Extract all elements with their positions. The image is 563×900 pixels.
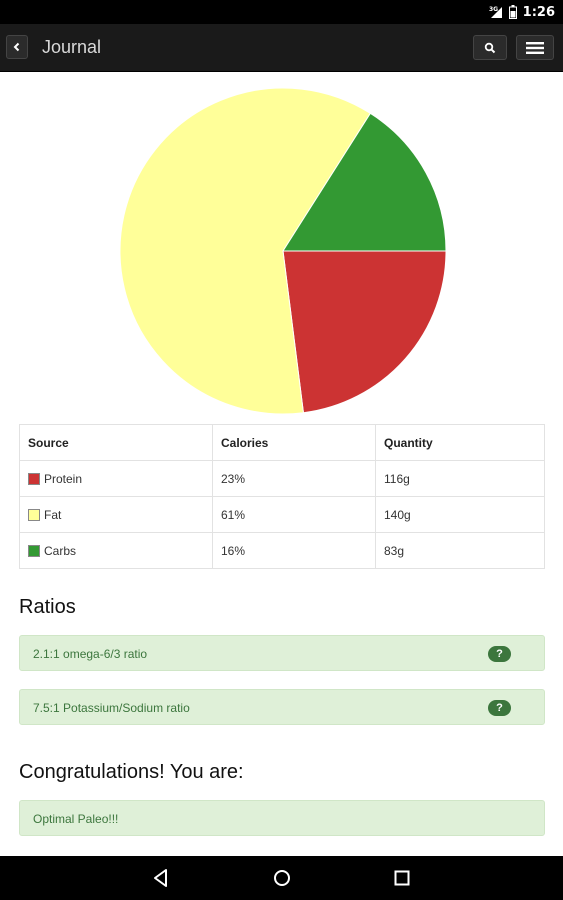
source-cell: Carbs	[19, 532, 213, 569]
search-button[interactable]	[473, 35, 507, 60]
congrats-heading: Congratulations! You are:	[19, 761, 244, 783]
back-button[interactable]	[6, 35, 28, 59]
macro-pie-chart	[119, 87, 447, 415]
status-bar: 3G 1:26	[0, 0, 563, 24]
header-quantity: Quantity	[375, 424, 545, 461]
result-text: Optimal Paleo!!!	[33, 812, 119, 826]
signal-icon: 3G	[489, 5, 503, 19]
ratio-item: 7.5:1 Potassium/Sodium ratio ?	[19, 689, 545, 725]
source-label: Protein	[44, 471, 83, 486]
ratio-text: 7.5:1 Potassium/Sodium ratio	[33, 701, 190, 715]
pie-slice-carbs	[282, 112, 447, 252]
network-type-text: 3G	[489, 6, 498, 13]
quantity-cell: 83g	[375, 532, 545, 569]
page-title: Journal	[42, 37, 102, 57]
header-source: Source	[19, 424, 213, 461]
color-swatch	[28, 544, 40, 557]
hamburger-menu-icon	[526, 41, 544, 54]
table-header-row: Source Calories Quantity	[19, 424, 545, 461]
quantity-cell: 116g	[375, 460, 545, 497]
app-bar: Journal	[0, 24, 563, 72]
menu-button[interactable]	[516, 35, 554, 60]
recents-square-icon[interactable]	[391, 867, 413, 889]
source-label: Fat	[44, 507, 62, 522]
color-swatch	[28, 508, 40, 521]
quantity-cell: 140g	[375, 496, 545, 533]
chevron-left-icon	[13, 42, 20, 52]
macro-table: Source Calories Quantity Protein 23% 116…	[19, 424, 545, 569]
pie-slice-fat	[119, 87, 372, 415]
calories-cell: 61%	[212, 496, 376, 533]
ratio-text: 2.1:1 omega-6/3 ratio	[33, 647, 148, 661]
calories-cell: 16%	[212, 532, 376, 569]
calories-cell: 23%	[212, 460, 376, 497]
ratios-heading: Ratios	[19, 596, 76, 618]
color-swatch	[28, 472, 40, 485]
help-badge-button[interactable]: ?	[488, 646, 511, 662]
pie-slice-protein	[282, 250, 447, 414]
home-circle-icon[interactable]	[271, 867, 293, 889]
source-cell: Protein	[19, 460, 213, 497]
table-row: Carbs 16% 83g	[19, 532, 545, 569]
back-triangle-icon[interactable]	[150, 867, 172, 889]
status-icons: 3G 1:26	[489, 0, 555, 24]
system-nav-bar	[0, 856, 563, 900]
status-time: 1:26	[522, 4, 555, 20]
source-cell: Fat	[19, 496, 213, 533]
table-row: Protein 23% 116g	[19, 460, 545, 497]
ratio-item: 2.1:1 omega-6/3 ratio ?	[19, 635, 545, 671]
source-label: Carbs	[44, 543, 77, 558]
search-icon	[484, 42, 496, 53]
help-badge-button[interactable]: ?	[488, 700, 511, 716]
table-row: Fat 61% 140g	[19, 496, 545, 533]
header-calories: Calories	[212, 424, 376, 461]
battery-icon	[508, 5, 517, 19]
result-box: Optimal Paleo!!!	[19, 800, 545, 836]
